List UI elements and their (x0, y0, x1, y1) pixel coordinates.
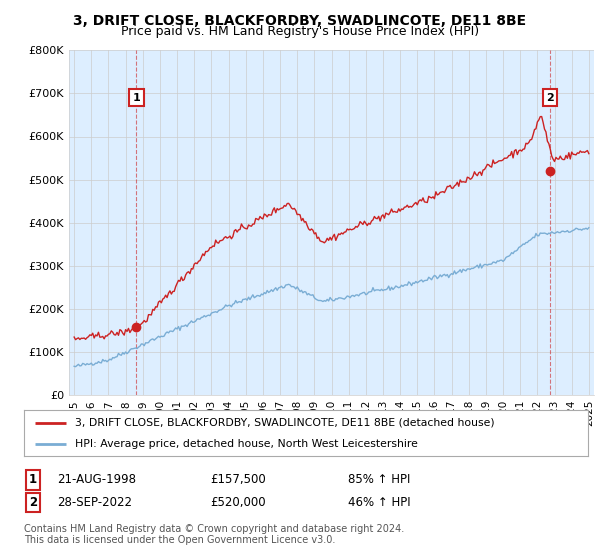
Text: 28-SEP-2022: 28-SEP-2022 (57, 496, 132, 509)
Text: Price paid vs. HM Land Registry's House Price Index (HPI): Price paid vs. HM Land Registry's House … (121, 25, 479, 38)
Text: 1: 1 (133, 93, 140, 102)
Text: 3, DRIFT CLOSE, BLACKFORDBY, SWADLINCOTE, DE11 8BE (detached house): 3, DRIFT CLOSE, BLACKFORDBY, SWADLINCOTE… (75, 418, 494, 428)
Text: 3, DRIFT CLOSE, BLACKFORDBY, SWADLINCOTE, DE11 8BE: 3, DRIFT CLOSE, BLACKFORDBY, SWADLINCOTE… (73, 14, 527, 28)
Text: HPI: Average price, detached house, North West Leicestershire: HPI: Average price, detached house, Nort… (75, 439, 418, 449)
Text: 85% ↑ HPI: 85% ↑ HPI (348, 473, 410, 487)
Text: 21-AUG-1998: 21-AUG-1998 (57, 473, 136, 487)
Text: £520,000: £520,000 (210, 496, 266, 509)
Text: 2: 2 (546, 93, 554, 102)
Text: £157,500: £157,500 (210, 473, 266, 487)
Text: 46% ↑ HPI: 46% ↑ HPI (348, 496, 410, 509)
Text: Contains HM Land Registry data © Crown copyright and database right 2024.
This d: Contains HM Land Registry data © Crown c… (24, 524, 404, 545)
Text: 2: 2 (29, 496, 37, 509)
Text: 1: 1 (29, 473, 37, 487)
